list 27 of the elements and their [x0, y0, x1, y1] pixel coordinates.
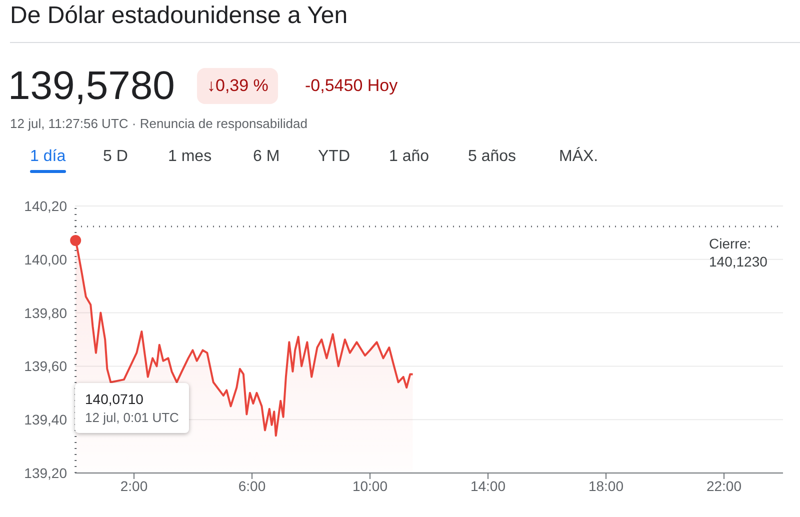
- x-tick-label: 6:00: [238, 478, 266, 494]
- y-tick-label: 139,40: [24, 412, 68, 428]
- x-tick-label: 18:00: [588, 478, 624, 494]
- text: 139,5780: [8, 64, 175, 109]
- text: 1 año: [389, 148, 430, 166]
- chart-title: De Dólar estadounidense a Yen: [10, 2, 348, 30]
- text: ↓0,39 %: [197, 68, 278, 104]
- x-tick-label: 2:00: [120, 478, 148, 494]
- text: -0,5450 Hoy: [305, 76, 398, 96]
- text: YTD: [318, 148, 350, 166]
- y-tick-label: 139,60: [24, 358, 68, 374]
- y-tick-label: 139,20: [24, 464, 68, 481]
- text: 6 M: [253, 148, 280, 166]
- x-tick-label: 14:00: [470, 478, 506, 494]
- text: 1 día: [30, 148, 66, 167]
- text: 12 jul, 11:27:56 UTC · Renuncia de responsabilidad: [10, 116, 308, 131]
- y-tick-label: 140,20: [24, 198, 68, 214]
- annotation: 140,0710 12 jul, 0:01 UTC: [85, 391, 179, 425]
- y-tick-label: 140,00: [24, 251, 68, 268]
- x-tick-label: 22:00: [706, 478, 742, 494]
- y-tick-label: 139,80: [24, 304, 68, 321]
- text: MÁX.: [559, 148, 598, 166]
- text: 5 D: [103, 148, 128, 166]
- text: 5 años: [468, 148, 516, 166]
- x-tick-label: 10:00: [352, 478, 388, 494]
- ref-line-label: Cierre: 140,1230: [709, 236, 768, 270]
- text: 1 mes: [168, 148, 212, 166]
